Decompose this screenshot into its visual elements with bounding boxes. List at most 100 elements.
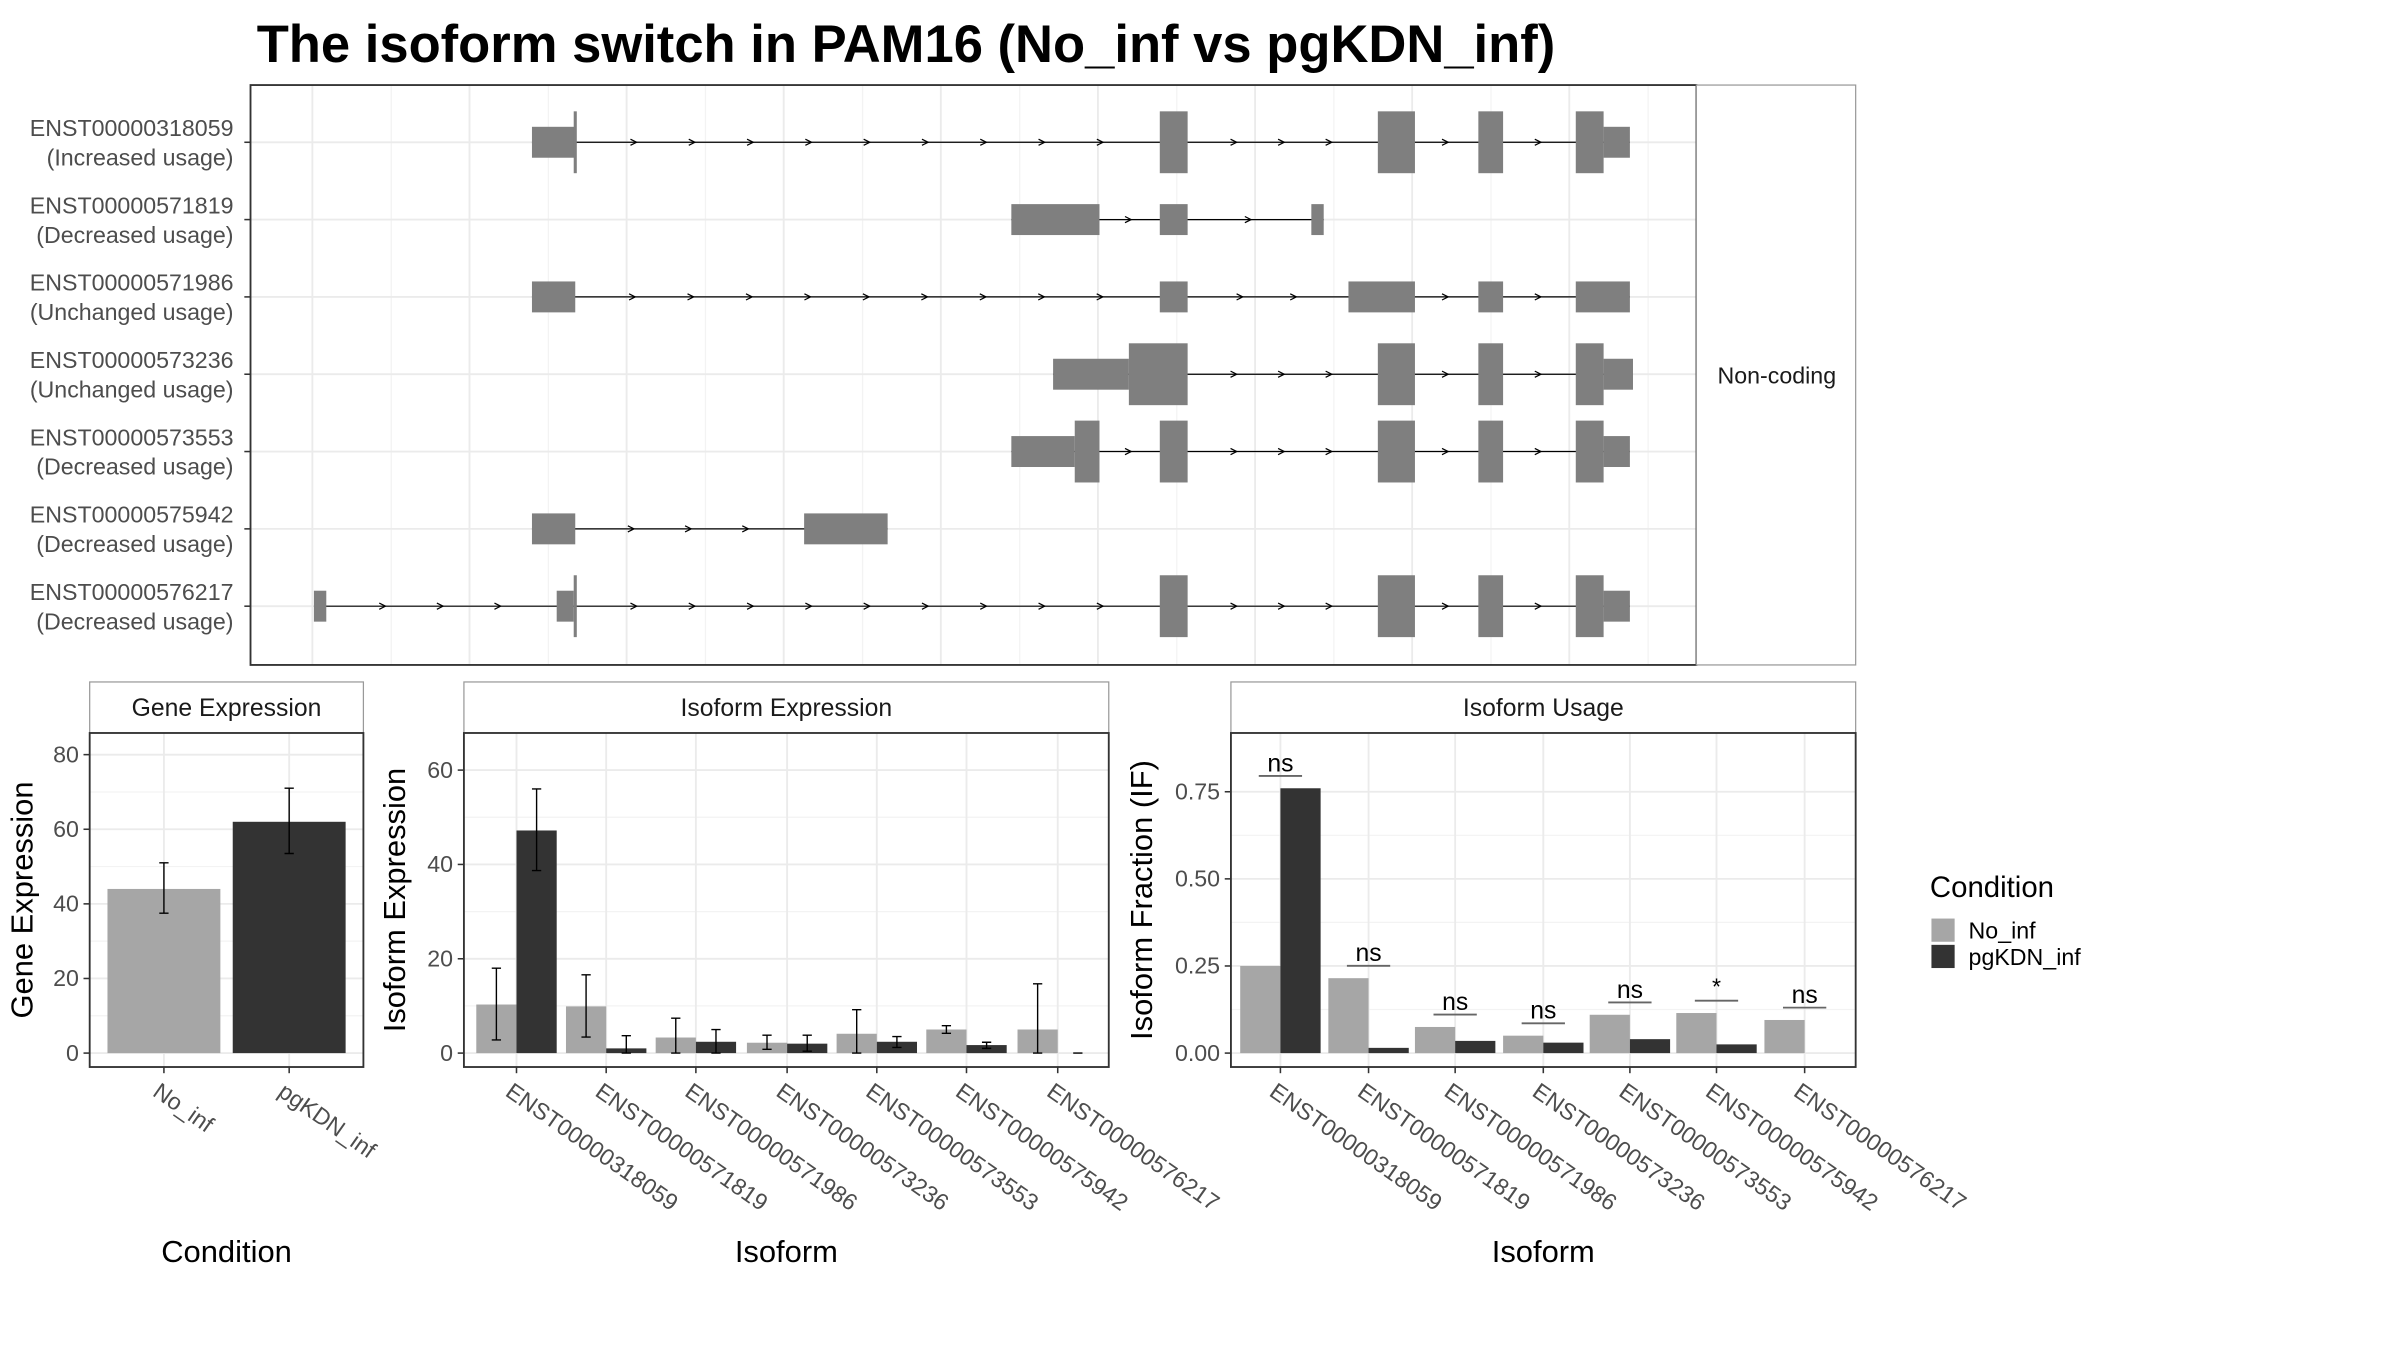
y-axis-title: Isoform Expression xyxy=(377,768,412,1033)
y-tick-label: 20 xyxy=(427,945,453,971)
bar xyxy=(1676,1013,1717,1054)
significance-label: ns xyxy=(1617,977,1643,1004)
facet-strip xyxy=(1230,681,1857,734)
transcript-id-label: ENST00000318059 xyxy=(30,115,234,141)
exon xyxy=(531,281,576,313)
exon xyxy=(531,513,576,545)
bar xyxy=(1503,1035,1544,1054)
bar xyxy=(1455,1040,1496,1054)
plot-border xyxy=(88,732,365,1068)
error-bar xyxy=(159,862,169,914)
bar xyxy=(966,1045,1007,1054)
exon xyxy=(1575,575,1604,638)
intron-arrow xyxy=(1230,447,1239,456)
intron-arrow xyxy=(630,138,639,146)
facet-strip-label: Isoform Expression xyxy=(680,695,892,722)
x-axis-title: Isoform xyxy=(1492,1234,1595,1269)
exon xyxy=(531,126,576,158)
intron-arrow xyxy=(1230,602,1239,610)
exon xyxy=(1575,111,1604,174)
intron-arrow xyxy=(921,293,929,301)
error-bar xyxy=(892,1035,902,1049)
bar xyxy=(1716,1044,1757,1054)
intron-arrow xyxy=(1096,293,1105,301)
intron-arrow xyxy=(1325,602,1334,610)
transcript-usage-label: (Increased usage) xyxy=(47,144,234,170)
intron-arrow xyxy=(745,293,754,301)
significance-label: ns xyxy=(1792,982,1818,1009)
exon xyxy=(1128,343,1188,406)
error-bar xyxy=(981,1041,992,1050)
intron-arrow xyxy=(921,602,930,610)
y-tick-label: 80 xyxy=(53,741,79,767)
intron-arrow xyxy=(1277,447,1286,456)
transcript-usage-label: (Unchanged usage) xyxy=(30,376,234,402)
exon xyxy=(1575,420,1604,483)
intron-arrow xyxy=(628,293,637,301)
intron-arrow xyxy=(979,602,988,610)
facet-strip xyxy=(1695,84,1857,666)
intron-arrow xyxy=(1244,215,1253,224)
exon xyxy=(1603,358,1633,390)
transcript-id-label: ENST00000573236 xyxy=(30,347,234,373)
intron-arrow xyxy=(1096,602,1105,610)
intron-arrow xyxy=(804,293,813,301)
error-bar xyxy=(941,1025,952,1034)
error-bar xyxy=(1032,983,1043,1054)
exon xyxy=(1159,575,1188,638)
intron-arrow xyxy=(1534,602,1543,610)
intron-arrow xyxy=(862,293,871,301)
error-bar xyxy=(581,974,591,1038)
bar xyxy=(1543,1042,1584,1054)
error-bar xyxy=(852,1009,862,1054)
intron-arrow xyxy=(1289,293,1298,301)
transcript-usage-label: (Unchanged usage) xyxy=(30,299,234,325)
intron-arrow xyxy=(1038,138,1047,146)
figure-title: The isoform switch in PAM16 (No_inf vs p… xyxy=(257,15,1556,74)
intron-arrow xyxy=(746,602,755,610)
transcript-id-label: ENST00000573553 xyxy=(30,424,234,450)
significance-label: ns xyxy=(1530,998,1556,1025)
x-axis-title: Isoform xyxy=(735,1234,838,1269)
intron-arrow xyxy=(1441,293,1450,301)
error-bar xyxy=(671,1017,681,1054)
facet-strip-label: Non-coding xyxy=(1718,363,1837,389)
intron-arrow xyxy=(436,602,445,610)
bar xyxy=(1589,1014,1630,1054)
facet-strip xyxy=(463,681,1110,734)
exon xyxy=(573,111,577,174)
exon xyxy=(1053,358,1129,390)
facet-strip-label: Gene Expression xyxy=(132,695,322,722)
exon xyxy=(1159,111,1188,174)
bar xyxy=(1368,1047,1409,1054)
isoform-usage-chart: Isoform Usage0.000.250.500.75nsENST00000… xyxy=(1124,681,1971,1269)
exon xyxy=(1478,420,1504,483)
exon xyxy=(1348,281,1415,313)
facet-strip-label: Isoform Usage xyxy=(1463,695,1624,722)
intron-arrow xyxy=(1277,370,1286,378)
legend: Condition No_inf pgKDN_inf xyxy=(1930,871,2081,970)
gene-expression-chart: Gene Expression 0 20 40 60 80 No_inf pgKDN_inf C… xyxy=(4,681,381,1269)
exon xyxy=(804,513,888,545)
intron-arrow xyxy=(1230,370,1239,378)
intron-arrow xyxy=(805,602,813,610)
intron-arrow xyxy=(1534,293,1543,301)
intron-arrow xyxy=(1441,447,1450,456)
y-tick-label: 0 xyxy=(440,1040,453,1066)
intron-arrow xyxy=(746,138,755,146)
exon xyxy=(1377,111,1415,174)
intron-arrow xyxy=(687,293,696,301)
intron-arrow xyxy=(684,525,693,533)
bar xyxy=(232,821,346,1054)
bar xyxy=(1280,788,1321,1054)
intron-arrow xyxy=(1124,447,1133,456)
significance-label: ns xyxy=(1442,989,1468,1016)
bar xyxy=(926,1029,967,1054)
plot-border xyxy=(1230,732,1857,1068)
legend-swatch-no-inf xyxy=(1931,918,1955,942)
x-tick-label: ENST00000576217 xyxy=(1042,1078,1224,1216)
exon xyxy=(1575,343,1604,406)
significance-label: ns xyxy=(1267,750,1293,777)
exon xyxy=(1377,420,1415,483)
